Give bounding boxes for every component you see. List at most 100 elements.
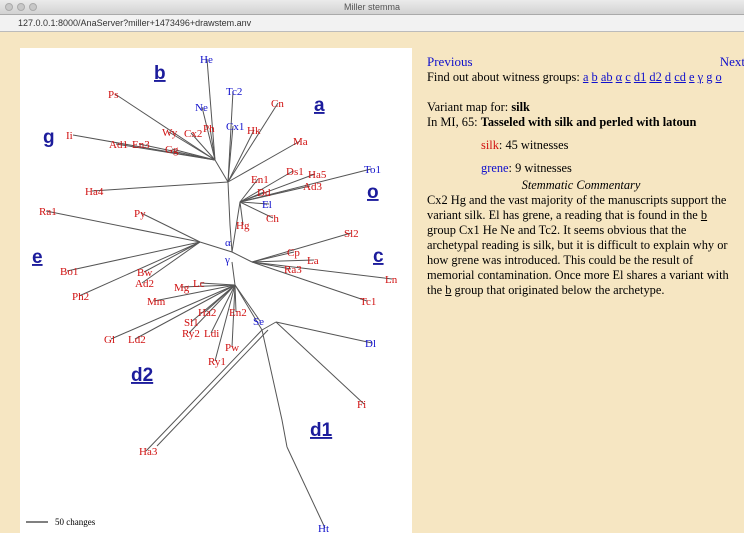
branch — [91, 181, 229, 192]
witness-label: Ha5 — [308, 169, 327, 181]
group-link[interactable]: d1 — [633, 70, 647, 84]
group-link[interactable]: cd — [674, 70, 686, 84]
branch — [239, 178, 259, 203]
witness-label: Bo1 — [60, 266, 78, 278]
branch — [251, 261, 393, 280]
branch — [201, 106, 216, 161]
group-link[interactable]: g — [706, 70, 713, 84]
group-link[interactable]: d — [664, 70, 672, 84]
branch — [141, 241, 201, 284]
branch — [239, 201, 274, 219]
group-label: g — [43, 127, 55, 148]
line-reference: In MI, 65: — [427, 115, 478, 129]
witness-label: Hk — [247, 125, 261, 137]
witness-label: La — [307, 255, 319, 267]
witness-label: To1 — [364, 164, 381, 176]
witness-label: Ne — [195, 102, 208, 114]
witness-label: Ha2 — [198, 307, 216, 319]
witness-label: Mm — [147, 296, 166, 308]
branch — [227, 125, 234, 183]
branch — [227, 102, 279, 183]
branch — [206, 58, 216, 161]
branch — [143, 241, 201, 273]
line-text: Tasseled with silk and perled with latou… — [480, 115, 697, 129]
branch — [275, 321, 373, 344]
group-link[interactable]: γ — [697, 70, 704, 84]
group-label: e — [32, 247, 43, 268]
branch — [190, 284, 236, 323]
variant-line: Variant map for: silk — [427, 100, 735, 115]
commentary: Cx2 Hg and the vast majority of the manu… — [427, 193, 735, 298]
branch — [168, 131, 216, 161]
nav: Previous Next — [427, 54, 744, 70]
branch — [78, 241, 201, 297]
group-link[interactable]: d2 — [649, 70, 662, 84]
label-group: He Tc2 Ne Ps Cn Wy Cx2 Ph Cx1 Hk Ma Gg Ad1 En3 Ii Ds1 Ha… — [32, 54, 398, 533]
witness-label: Sl1 — [184, 317, 199, 329]
witness-label: Cx2 — [184, 128, 202, 140]
witness-label: Py — [134, 208, 146, 220]
witness-label: Ra3 — [284, 264, 302, 276]
url: 127.0.0.1:8000/AnaServer?miller+1473496+… — [18, 18, 252, 28]
branch — [286, 446, 326, 529]
stemma-panel — [20, 48, 412, 533]
witness-label: Ry2 — [182, 328, 200, 340]
minimize-button[interactable] — [17, 3, 25, 11]
branch — [239, 201, 270, 205]
close-button[interactable] — [5, 3, 13, 11]
group-link[interactable]: c — [625, 70, 631, 84]
branch — [239, 191, 265, 203]
witness-label: Bw — [137, 267, 152, 279]
next-link[interactable]: Next — [719, 54, 744, 69]
scale-label: 50 changes — [55, 517, 96, 527]
witness-label: Ra1 — [39, 206, 57, 218]
reading: grene: 9 witnesses — [481, 161, 735, 176]
witness-label: Ph — [203, 123, 215, 135]
branch — [275, 321, 365, 405]
witness-label: Ld2 — [128, 334, 146, 346]
branch — [45, 210, 201, 243]
group-label: c — [373, 246, 384, 267]
branch — [190, 132, 216, 161]
branch — [72, 134, 216, 161]
zoom-button[interactable] — [29, 3, 37, 11]
url-bar[interactable]: 127.0.0.1:8000/AnaServer?miller+1473496+… — [0, 15, 744, 32]
witness-label: Ry1 — [208, 356, 226, 368]
branch — [234, 284, 261, 322]
group-label: b — [154, 63, 166, 84]
commentary-text: Cx2 Hg and the vast majority of the manu… — [427, 193, 727, 222]
witness-label: Ma — [293, 136, 308, 148]
title-bar: Miller stemma — [0, 0, 744, 15]
commentary-heading: Stemmatic Commentary — [521, 178, 641, 192]
witness-label: Fi — [357, 399, 366, 411]
variant-label: Variant map for: — [427, 100, 509, 114]
witness-label: El — [262, 199, 272, 211]
branch — [188, 284, 236, 334]
witness-label: Gg — [165, 144, 179, 156]
branch — [239, 201, 244, 226]
branch — [251, 232, 352, 263]
witness-label: En1 — [251, 174, 269, 186]
branch — [251, 261, 368, 302]
witness-label: γ — [224, 254, 230, 266]
reading-word: silk — [481, 138, 499, 152]
group-link[interactable]: a — [582, 70, 589, 84]
witness-label: Ds1 — [286, 166, 304, 178]
group-ref: b — [445, 283, 452, 297]
previous-link[interactable]: Previous — [427, 54, 473, 69]
group-label: d2 — [131, 365, 153, 386]
witness-label: Cn — [271, 98, 284, 110]
group-link[interactable]: α — [615, 70, 623, 84]
witness-label: Hg — [236, 220, 250, 232]
commentary-text: group Cx1 He Ne and Tc2. It seems obviou… — [427, 223, 729, 297]
witness-label: He — [200, 54, 213, 66]
group-link[interactable]: o — [715, 70, 722, 84]
group-link[interactable]: ab — [600, 70, 613, 84]
group-link[interactable]: b — [591, 70, 598, 84]
witness-label: α — [225, 237, 231, 249]
group-link[interactable]: e — [689, 70, 695, 84]
witness-label: Cx1 — [226, 121, 244, 133]
branch — [227, 129, 255, 183]
branch — [210, 284, 236, 334]
